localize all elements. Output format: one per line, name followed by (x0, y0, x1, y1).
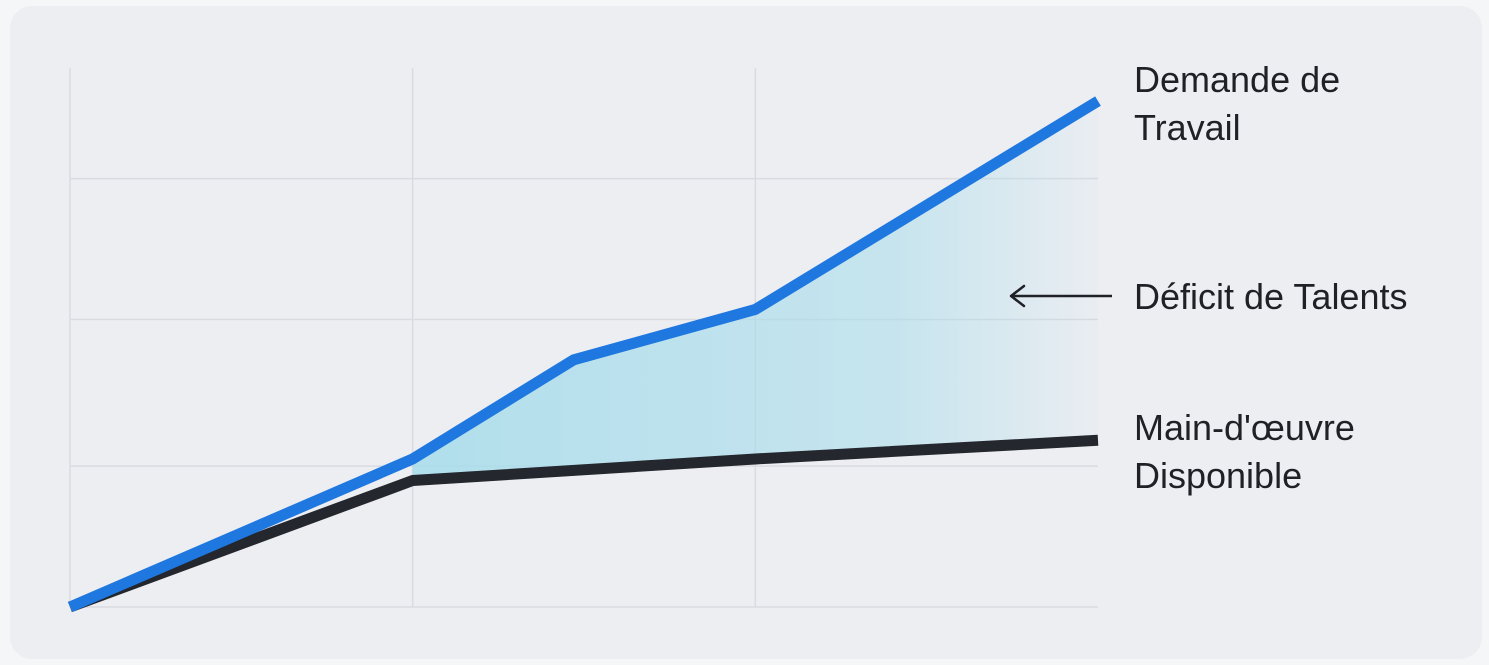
series-layer (67, 96, 1101, 613)
series-label-supply-line-2: Disponible (1134, 455, 1302, 496)
series-line-supply (68, 434, 1099, 613)
gap-arrow-head-icon (1009, 284, 1026, 308)
gap-annotation-text: Déficit de Talents (1134, 276, 1407, 317)
series-label-demand: Demande de Travail (1134, 59, 1350, 148)
gap-annotation: Déficit de Talents (1009, 276, 1407, 317)
talent-gap-area (412, 101, 1099, 481)
series-label-supply-line-1: Main-d'œuvre (1134, 407, 1355, 448)
series-line-demand (67, 96, 1101, 613)
series-label-demand-line-1: Demande de (1134, 59, 1340, 100)
series-label-supply: Main-d'œuvre Disponible (1134, 407, 1365, 496)
labels-layer: Demande de Travail Main-d'œuvre Disponib… (1009, 59, 1407, 496)
series-label-demand-line-2: Travail (1134, 107, 1241, 148)
